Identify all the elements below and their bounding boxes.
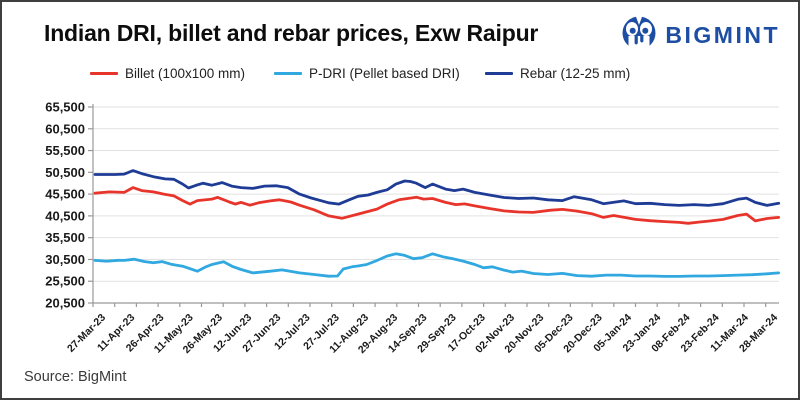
y-axis-label: 55,500 bbox=[45, 143, 85, 158]
legend-label: P-DRI (Pellet based DRI) bbox=[309, 65, 460, 81]
bigmint-icon bbox=[621, 15, 657, 56]
y-axis-label: 50,500 bbox=[45, 165, 85, 180]
legend-label: Rebar (12-25 mm) bbox=[520, 65, 631, 81]
rebar-line-swatch bbox=[485, 71, 513, 75]
y-axis-label: 20,500 bbox=[45, 296, 85, 311]
billet-line-swatch bbox=[90, 71, 118, 75]
legend-item-rebar: Rebar (12-25 mm) bbox=[485, 63, 630, 83]
pdri-line-swatch bbox=[274, 71, 302, 75]
legend: Billet (100x100 mm) P-DRI (Pellet based … bbox=[2, 63, 798, 83]
y-axis-label: 60,500 bbox=[45, 121, 85, 136]
y-axis-label: 30,500 bbox=[45, 252, 85, 267]
brand-name: BIGMINT bbox=[665, 22, 780, 48]
y-axis-label: 45,500 bbox=[45, 187, 85, 202]
y-axis-label: 40,500 bbox=[45, 208, 85, 223]
source-note: Source: BigMint bbox=[24, 369, 127, 385]
y-axis-label: 35,500 bbox=[45, 230, 85, 245]
legend-item-billet: Billet (100x100 mm) bbox=[90, 63, 245, 83]
y-axis-label: 65,500 bbox=[45, 100, 85, 115]
legend-label: Billet (100x100 mm) bbox=[125, 65, 246, 81]
brand-logo: BIGMINT bbox=[621, 15, 780, 56]
series-line-billet bbox=[93, 186, 781, 225]
series-line-rebar bbox=[93, 169, 781, 207]
y-axis-label: 25,500 bbox=[45, 274, 85, 289]
series-line-p-dri bbox=[93, 252, 781, 278]
chart-title: Indian DRI, billet and rebar prices, Exw… bbox=[44, 20, 539, 46]
legend-item-pdri: P-DRI (Pellet based DRI) bbox=[274, 63, 460, 83]
